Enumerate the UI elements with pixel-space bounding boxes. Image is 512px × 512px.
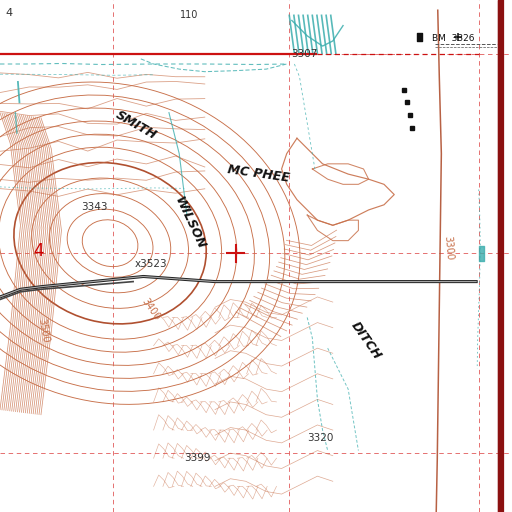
Text: 4: 4 [33,242,44,260]
Text: 110: 110 [180,10,199,20]
Text: 3400: 3400 [140,297,162,323]
Text: x3523: x3523 [135,259,167,269]
Text: 3307: 3307 [291,49,318,59]
Text: 3300: 3300 [442,236,454,261]
Text: 3343: 3343 [81,202,108,212]
Text: 3399: 3399 [184,453,210,463]
Text: 4: 4 [5,8,12,18]
Text: MC PHEE: MC PHEE [227,163,290,185]
Text: 3500: 3500 [36,317,51,343]
Text: BM  3326: BM 3326 [432,34,475,43]
Text: DITCH: DITCH [348,319,384,362]
Text: SMITH: SMITH [113,109,159,142]
Text: 3320: 3320 [307,433,333,443]
Text: WILSON: WILSON [172,195,207,251]
